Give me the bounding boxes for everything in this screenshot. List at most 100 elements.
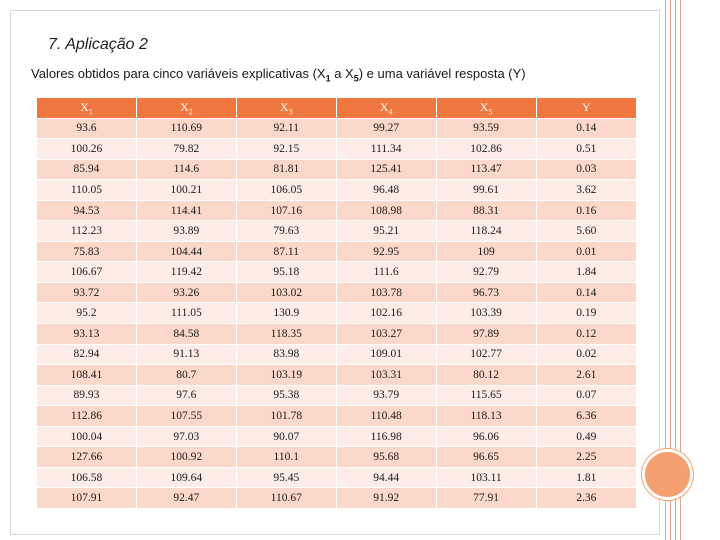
table-cell: 111.05 — [135, 302, 237, 325]
table-cell: 0.14 — [535, 282, 636, 304]
table-caption: Valores obtidos para cinco variáveis exp… — [31, 66, 526, 84]
table-cell: 100.92 — [135, 446, 237, 468]
table-row: 100.04 97.03 90.07 116.98 96.06 0.49 — [36, 426, 636, 448]
table-cell: 75.83 — [36, 241, 137, 263]
table-cell: 88.31 — [435, 200, 537, 222]
table-cell: 96.06 — [435, 426, 537, 448]
table-cell: 93.13 — [36, 323, 137, 345]
table-cell: 109.01 — [335, 344, 437, 366]
table-cell: 127.66 — [36, 446, 137, 468]
table-row: 112.86 107.55 101.78 110.48 118.13 6.36 — [36, 405, 636, 427]
table-cell: 0.07 — [535, 385, 636, 407]
table-cell: 109 — [435, 241, 537, 263]
slide-title: 7. Aplicação 2 — [48, 36, 148, 53]
table-cell: 0.49 — [535, 426, 636, 448]
table-cell: 108.98 — [335, 200, 437, 222]
table-cell: 94.53 — [36, 200, 137, 222]
caption-text-end: ) e uma variável resposta (Y) — [358, 66, 526, 81]
table-cell: 83.98 — [235, 344, 337, 366]
table-cell: 95.45 — [235, 467, 337, 489]
table-header-row: X1 X2 X3 X4 X5 Y — [36, 98, 636, 119]
table-cell: 100.26 — [36, 138, 137, 160]
table-cell: 0.19 — [535, 302, 636, 325]
table-cell: 102.86 — [435, 138, 537, 160]
column-header-subscript: 3 — [288, 106, 293, 116]
table-cell: 87.11 — [235, 241, 337, 263]
column-header-subscript: 4 — [388, 106, 393, 116]
table-row: 110.05 100.21 106.05 96.48 99.61 3.62 — [36, 179, 636, 201]
table-row: 93.72 93.26 103.02 103.78 96.73 0.14 — [36, 282, 636, 304]
table-cell: 90.07 — [235, 426, 337, 448]
table-cell: 92.47 — [135, 487, 237, 509]
table-cell: 93.79 — [335, 385, 437, 407]
table-cell: 85.94 — [36, 159, 137, 181]
table-row: 100.26 79.82 92.15 111.34 102.86 0.51 — [36, 138, 636, 160]
table-cell: 2.25 — [535, 446, 636, 468]
table-cell: 0.01 — [535, 241, 636, 263]
table-cell: 80.7 — [135, 364, 237, 386]
table-cell: 97.6 — [135, 385, 237, 407]
column-header-subscript: 1 — [88, 106, 93, 116]
table-cell: 106.05 — [235, 179, 337, 201]
column-header-label: X — [180, 99, 189, 114]
table-cell: 0.51 — [535, 138, 636, 160]
table-row: 85.94 114.6 81.81 125.41 113.47 0.03 — [36, 159, 636, 181]
table-cell: 92.11 — [235, 118, 337, 140]
table-cell: 97.03 — [135, 426, 237, 448]
table-cell: 0.03 — [535, 159, 636, 181]
table-cell: 2.61 — [535, 364, 636, 386]
table-cell: 106.58 — [36, 467, 137, 489]
table-cell: 111.34 — [335, 138, 437, 160]
table-cell: 0.16 — [535, 200, 636, 222]
column-header-label: X — [279, 99, 289, 114]
table-row: 93.13 84.58 118.35 103.27 97.89 0.12 — [36, 323, 636, 345]
table-cell: 1.81 — [535, 467, 636, 489]
table-cell: 100.04 — [36, 426, 137, 448]
table-cell: 6.36 — [535, 405, 636, 427]
table-cell: 107.91 — [36, 487, 137, 509]
column-header: X5 — [435, 98, 537, 119]
column-header: X1 — [36, 98, 137, 119]
column-header-label: X — [80, 99, 89, 114]
column-header-subscript: 2 — [188, 106, 193, 116]
table-row: 94.53 114.41 107.16 108.98 88.31 0.16 — [36, 200, 636, 222]
caption-text-middle: a X — [330, 66, 354, 81]
column-header-label: X — [479, 99, 489, 114]
table-cell: 130.9 — [235, 302, 337, 325]
column-header-label: X — [379, 99, 389, 114]
table-cell: 95.21 — [335, 220, 437, 242]
table-row: 112.23 93.89 79.63 95.21 118.24 5.60 — [36, 220, 636, 242]
table-cell: 0.02 — [535, 344, 636, 366]
table-cell: 0.14 — [535, 118, 636, 140]
table-cell: 110.1 — [235, 446, 337, 468]
table-cell: 81.81 — [235, 159, 337, 181]
decorative-rail — [663, 0, 681, 540]
table-cell: 95.18 — [235, 261, 337, 283]
table-cell: 93.26 — [135, 282, 237, 304]
column-header-subscript: 5 — [488, 106, 493, 116]
table-cell: 106.67 — [36, 261, 137, 283]
table-cell: 95.2 — [36, 302, 137, 325]
table-cell: 96.65 — [435, 446, 537, 468]
table-cell: 92.79 — [435, 261, 537, 283]
slide-frame — [10, 10, 660, 535]
column-header: X2 — [135, 98, 237, 119]
table-cell: 3.62 — [535, 179, 636, 201]
table-cell: 119.42 — [135, 261, 237, 283]
table-cell: 103.02 — [235, 282, 337, 304]
table-row: 107.91 92.47 110.67 91.92 77.91 2.36 — [36, 487, 636, 509]
table-cell: 101.78 — [235, 405, 337, 427]
table-cell: 92.15 — [235, 138, 337, 160]
table-cell: 95.68 — [335, 446, 437, 468]
table-cell: 115.65 — [435, 385, 537, 407]
table-cell: 114.41 — [135, 200, 237, 222]
table-cell: 103.31 — [335, 364, 437, 386]
table-cell: 97.89 — [435, 323, 537, 345]
table-cell: 80.12 — [435, 364, 537, 386]
column-header-label: Y — [581, 100, 591, 115]
table-cell: 93.59 — [435, 118, 537, 140]
column-header: X3 — [235, 98, 337, 119]
table-row: 89.93 97.6 95.38 93.79 115.65 0.07 — [36, 385, 636, 407]
table-cell: 103.19 — [235, 364, 337, 386]
table-cell: 103.11 — [435, 467, 537, 489]
